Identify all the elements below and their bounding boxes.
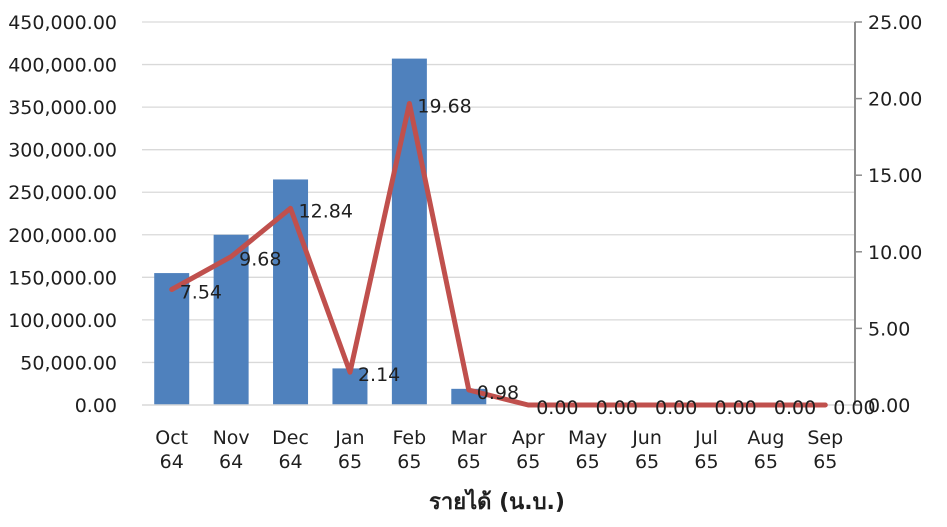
y-left-tick-label: 350,000.00 <box>8 97 117 119</box>
x-category-label: Feb 65 <box>393 427 427 473</box>
y-left-tick-label: 50,000.00 <box>20 352 117 374</box>
line-series <box>169 101 828 408</box>
y-right-tick-label: 5.00 <box>868 318 910 340</box>
data-label: 0.00 <box>596 397 638 419</box>
x-category-label: May 65 <box>568 427 607 473</box>
y-right-tick-label: 25.00 <box>868 12 922 34</box>
axes <box>142 21 862 406</box>
y-left-tick-label: 250,000.00 <box>8 182 117 204</box>
data-label: 0.98 <box>477 382 519 404</box>
data-label: 0.00 <box>536 397 578 419</box>
y-left-tick-label: 450,000.00 <box>8 12 117 34</box>
x-category-label: Sep 65 <box>807 427 843 473</box>
x-category-label: Apr 65 <box>512 427 545 473</box>
x-category-label: Jul 65 <box>694 427 719 473</box>
y-left-tick-label: 100,000.00 <box>8 310 117 332</box>
y-left-tick-label: 0.00 <box>75 395 117 417</box>
data-label: 19.68 <box>417 96 471 118</box>
bar <box>391 58 427 405</box>
y-left-tick-label: 150,000.00 <box>8 267 117 289</box>
data-label: 2.14 <box>358 364 400 386</box>
x-category-label: Nov 64 <box>213 427 250 473</box>
x-category-label: Dec 64 <box>272 427 309 473</box>
data-label: 0.00 <box>714 397 756 419</box>
x-category-label: Mar 65 <box>451 427 487 473</box>
x-category-label: Aug 65 <box>747 427 784 473</box>
y-right-tick-label: 20.00 <box>868 89 922 111</box>
x-category-label: Jan 65 <box>334 427 364 473</box>
labels: 0.00 50,000.00 100,000.00 150,000.00 200,000… <box>8 12 922 473</box>
bar <box>154 273 190 405</box>
y-left-tick-label: 300,000.00 <box>8 140 117 162</box>
data-label: 0.00 <box>774 397 816 419</box>
y-left-tick-label: 400,000.00 <box>8 55 117 77</box>
data-label: 0.00 <box>833 397 875 419</box>
line-series-path <box>169 101 828 408</box>
x-category-label: Oct 64 <box>155 427 188 473</box>
data-label: 0.00 <box>655 397 697 419</box>
y-right-tick-label: 0.00 <box>868 395 910 417</box>
gridlines <box>142 21 855 364</box>
y-left-tick-label: 200,000.00 <box>8 225 117 247</box>
x-category-label: Jun 65 <box>631 427 662 473</box>
data-label: 7.54 <box>180 281 222 303</box>
x-axis-title: รายได้ (น.บ.) <box>429 488 565 515</box>
data-label: 12.84 <box>299 200 353 222</box>
bar-series <box>154 58 487 405</box>
data-label: 9.68 <box>239 249 281 271</box>
y-right-tick-label: 15.00 <box>868 165 922 187</box>
y-right-tick-label: 10.00 <box>868 242 922 264</box>
